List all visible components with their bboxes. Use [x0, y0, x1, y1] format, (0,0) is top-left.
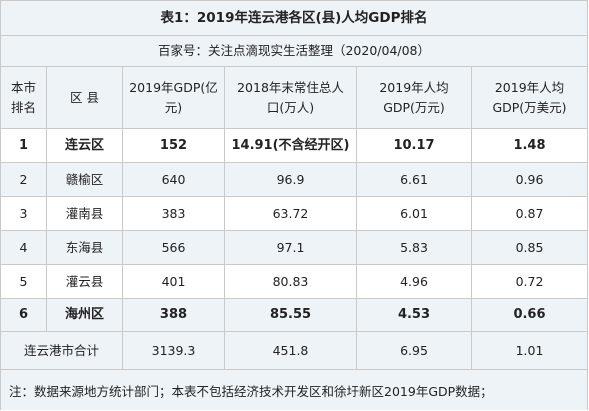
population-cell: 63.72 — [225, 197, 357, 230]
gdp-cell: 640 — [123, 163, 225, 196]
total-per-capita-usd-cell: 1.01 — [515, 342, 544, 358]
table-footnote: 注：数据来源地方统计部门；本表不包括经济技术开发区和徐圩新区2019年GDP数据… — [1, 370, 587, 410]
table-subtitle-row: 百家号：关注点滴现实生活整理（2020/04/08） — [1, 36, 587, 67]
table-title: 表1：2019年连云港各区(县)人均GDP排名 — [160, 10, 428, 26]
per-capita-usd-cell: 0.72 — [515, 273, 544, 289]
table-header-row: 本市排名 区 县 2019年GDP(亿元) 2018年末常住总人口(万人) 20… — [1, 67, 587, 129]
header-gdp: 2019年GDP(亿元) — [123, 67, 225, 128]
gdp-cell: 383 — [123, 197, 225, 230]
total-gdp-cell: 3139.3 — [123, 332, 225, 369]
total-row: 连云港市合计 3139.3 451.8 6.95 1.01 — [1, 332, 587, 370]
table-row: 3 灌南县 383 63.72 6.01 0.87 — [1, 197, 587, 231]
table-row: 2 赣榆区 640 96.9 6.61 0.96 — [1, 163, 587, 197]
table-row: 1 连云区 152 14.91(不含经开区) 10.17 1.48 — [1, 129, 587, 163]
table-row: 4 东海县 566 97.1 5.83 0.85 — [1, 231, 587, 265]
district-cell: 东海县 — [47, 231, 123, 264]
header-per-capita-usd: 2019年人均GDP(万美元) — [492, 79, 567, 115]
population-cell: 96.9 — [225, 163, 357, 196]
header-per-capita-cny: 2019年人均GDP(万元) — [357, 67, 472, 128]
population-cell: 85.55 — [225, 299, 357, 331]
table-row: 5 灌云县 401 80.83 4.96 0.72 — [1, 265, 587, 299]
table-title-row: 表1：2019年连云港各区(县)人均GDP排名 — [1, 1, 587, 36]
population-cell: 80.83 — [225, 265, 357, 298]
per-capita-cny-cell: 10.17 — [357, 129, 472, 162]
gdp-cell: 152 — [123, 129, 225, 162]
per-capita-usd-cell: 0.66 — [513, 307, 546, 322]
table-row: 6 海州区 388 85.55 4.53 0.66 — [1, 299, 587, 332]
gdp-cell: 388 — [123, 299, 225, 331]
population-cell: 97.1 — [225, 231, 357, 264]
per-capita-usd-cell: 0.85 — [515, 239, 544, 255]
total-population-cell: 451.8 — [225, 332, 357, 369]
rank-cell: 2 — [1, 163, 47, 196]
header-rank: 本市排名 — [1, 67, 47, 128]
total-per-capita-cny-cell: 6.95 — [357, 332, 472, 369]
total-label: 连云港市合计 — [1, 332, 123, 369]
per-capita-cny-cell: 5.83 — [357, 231, 472, 264]
per-capita-usd-cell: 0.96 — [515, 171, 544, 187]
rank-cell: 5 — [1, 265, 47, 298]
district-cell: 连云区 — [47, 129, 123, 162]
per-capita-cny-cell: 6.61 — [357, 163, 472, 196]
gdp-cell: 566 — [123, 231, 225, 264]
gdp-cell: 401 — [123, 265, 225, 298]
per-capita-usd-cell: 1.48 — [513, 137, 546, 153]
header-district: 区 县 — [47, 67, 123, 128]
rank-cell: 1 — [1, 129, 47, 162]
header-population: 2018年末常住总人口(万人) — [225, 67, 357, 128]
rank-cell: 4 — [1, 231, 47, 264]
table-subtitle: 百家号：关注点滴现实生活整理（2020/04/08） — [157, 43, 431, 58]
per-capita-cny-cell: 4.53 — [357, 299, 472, 331]
district-cell: 灌云县 — [47, 265, 123, 298]
district-cell: 灌南县 — [47, 197, 123, 230]
rank-cell: 3 — [1, 197, 47, 230]
district-cell: 海州区 — [47, 299, 123, 331]
rank-cell: 6 — [1, 299, 47, 331]
population-cell: 14.91(不含经开区) — [225, 129, 357, 162]
per-capita-usd-cell: 0.87 — [515, 205, 544, 221]
per-capita-cny-cell: 6.01 — [357, 197, 472, 230]
per-capita-cny-cell: 4.96 — [357, 265, 472, 298]
district-cell: 赣榆区 — [47, 163, 123, 196]
